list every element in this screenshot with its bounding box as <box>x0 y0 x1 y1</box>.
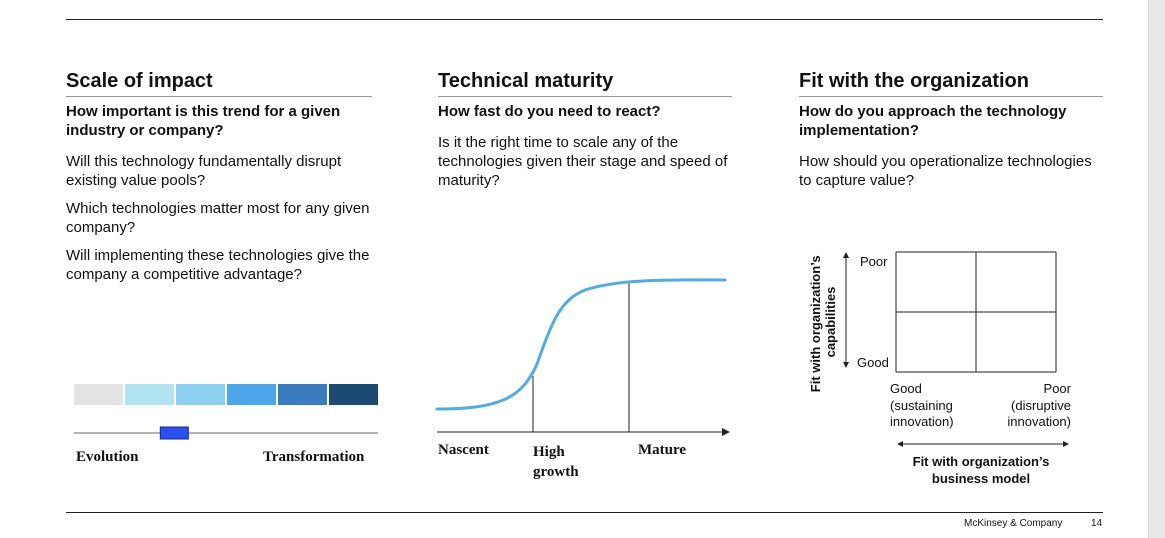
y-down-arrow-icon <box>843 362 849 368</box>
stage-mature: Mature <box>638 442 687 458</box>
scale-segment <box>74 384 123 405</box>
stage-high-growth: High growth <box>533 444 579 480</box>
impact-point-3: Will implementing these technologies giv… <box>66 247 370 283</box>
scale-marker <box>159 426 189 440</box>
scale-left-label: Evolution <box>76 449 139 465</box>
s-curve <box>435 278 727 411</box>
maturity-column: Technical maturity How fast do you need … <box>438 68 732 199</box>
maturity-title-rule <box>438 96 732 97</box>
maturity-s-curve-chart <box>435 278 730 436</box>
footer-brand: McKinsey & Company <box>964 518 1063 529</box>
scale-segment <box>329 384 378 405</box>
fit-matrix: Fit with organization’s capabilities <box>808 251 1069 447</box>
impact-scale <box>74 384 378 440</box>
fit-title: Fit with the organization <box>799 70 1029 92</box>
fit-column: Fit with the organization How do you app… <box>799 68 1103 199</box>
x-right-label: Poor (disruptive innovation) <box>1007 381 1071 429</box>
y-up-arrow-icon <box>843 252 849 258</box>
scale-segment <box>125 384 174 405</box>
maturity-question: How fast do you need to react? <box>438 103 661 120</box>
impact-point-1: Will this technology fundamentally disru… <box>66 153 342 189</box>
impact-point-2: Which technologies matter most for any g… <box>66 200 370 236</box>
fit-title-rule <box>799 96 1103 97</box>
impact-title: Scale of impact <box>66 70 213 92</box>
y-bottom-label: Good <box>857 355 889 370</box>
scale-right-label: Transformation <box>263 449 365 465</box>
maturity-axis-arrow-icon <box>722 428 730 436</box>
x-left-arrow-icon <box>897 441 903 447</box>
maturity-title: Technical maturity <box>438 70 614 92</box>
x-left-label: Good (sustaining innovation) <box>890 381 954 429</box>
y-axis-label: Fit with organization’s capabilities <box>808 252 838 392</box>
scale-segment <box>227 384 276 405</box>
y-top-label: Poor <box>860 254 888 269</box>
maturity-point-1: Is it the right time to scale any of the… <box>438 134 728 189</box>
page-number: 14 <box>1091 518 1103 529</box>
viewer-edge <box>1148 0 1165 538</box>
x-right-arrow-icon <box>1063 441 1069 447</box>
impact-title-rule <box>66 96 372 97</box>
stage-nascent: Nascent <box>438 442 489 458</box>
scale-segment <box>176 384 225 405</box>
x-axis-label: Fit with organization’s business model <box>912 454 1050 486</box>
impact-question: How important is this trend for a given … <box>66 103 341 139</box>
scale-segment <box>278 384 327 405</box>
impact-column: Scale of impact How important is this tr… <box>66 68 372 293</box>
bottom-rule <box>66 512 1103 513</box>
top-rule <box>66 19 1103 20</box>
fit-point-1: How should you operationalize technologi… <box>799 153 1092 189</box>
fit-question: How do you approach the technology imple… <box>799 103 1067 139</box>
